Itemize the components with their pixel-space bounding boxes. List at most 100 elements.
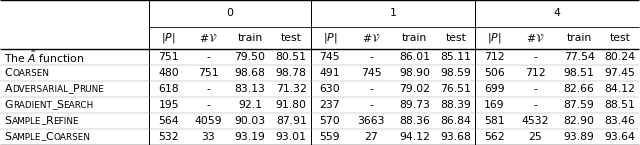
Text: RUNE: RUNE <box>79 85 104 94</box>
Text: 562: 562 <box>484 132 504 142</box>
Text: AMPLE: AMPLE <box>12 117 41 126</box>
Text: 169: 169 <box>484 100 504 110</box>
Text: R: R <box>45 116 53 126</box>
Text: -: - <box>206 84 210 94</box>
Text: _: _ <box>68 85 72 94</box>
Text: 82.66: 82.66 <box>564 84 595 94</box>
Text: 570: 570 <box>319 116 340 126</box>
Text: -: - <box>534 52 538 62</box>
Text: 88.39: 88.39 <box>440 100 471 110</box>
Text: train: train <box>237 33 262 43</box>
Text: 98.68: 98.68 <box>235 68 266 78</box>
Text: 751: 751 <box>198 68 218 78</box>
Text: 3663: 3663 <box>357 116 385 126</box>
Text: -: - <box>369 100 373 110</box>
Text: -: - <box>206 100 210 110</box>
Text: 82.90: 82.90 <box>564 116 595 126</box>
Text: 4532: 4532 <box>522 116 549 126</box>
Text: 506: 506 <box>484 68 505 78</box>
Text: 33: 33 <box>201 132 215 142</box>
Text: 745: 745 <box>360 68 381 78</box>
Text: 559: 559 <box>319 132 340 142</box>
Text: 77.54: 77.54 <box>564 52 595 62</box>
Text: -: - <box>534 84 538 94</box>
Text: -: - <box>369 84 373 94</box>
Text: 4: 4 <box>554 8 561 18</box>
Text: A: A <box>4 84 12 94</box>
Text: _: _ <box>52 101 56 110</box>
Text: 83.46: 83.46 <box>605 116 636 126</box>
Text: 480: 480 <box>158 68 179 78</box>
Text: 80.24: 80.24 <box>605 52 636 62</box>
Text: 90.03: 90.03 <box>234 116 266 126</box>
Text: 93.19: 93.19 <box>235 132 266 142</box>
Text: #$\mathcal{V}$: #$\mathcal{V}$ <box>199 32 218 44</box>
Text: 1: 1 <box>389 8 396 18</box>
Text: 87.91: 87.91 <box>276 116 307 126</box>
Text: 93.01: 93.01 <box>276 132 307 142</box>
Text: _: _ <box>41 117 45 126</box>
Text: 581: 581 <box>484 116 504 126</box>
Text: 88.51: 88.51 <box>605 100 636 110</box>
Text: -: - <box>369 52 373 62</box>
Text: $|P|$: $|P|$ <box>161 31 176 45</box>
Text: -: - <box>534 100 538 110</box>
Text: 491: 491 <box>319 68 340 78</box>
Text: 195: 195 <box>158 100 179 110</box>
Text: 712: 712 <box>484 52 504 62</box>
Text: 86.01: 86.01 <box>399 52 430 62</box>
Text: OARSEN: OARSEN <box>12 69 49 78</box>
Text: $|P|$: $|P|$ <box>487 31 502 45</box>
Text: -: - <box>206 52 210 62</box>
Text: 93.68: 93.68 <box>440 132 471 142</box>
Text: RADIENT: RADIENT <box>13 101 52 110</box>
Text: 630: 630 <box>319 84 340 94</box>
Text: train: train <box>402 33 427 43</box>
Text: 745: 745 <box>319 52 340 62</box>
Text: _: _ <box>41 133 45 142</box>
Text: EFINE: EFINE <box>53 117 79 126</box>
Text: 712: 712 <box>525 68 546 78</box>
Text: test: test <box>610 33 630 43</box>
Text: 237: 237 <box>319 100 340 110</box>
Text: 91.80: 91.80 <box>276 100 307 110</box>
Text: DVERSARIAL: DVERSARIAL <box>12 85 68 94</box>
Text: 94.12: 94.12 <box>399 132 430 142</box>
Text: 88.36: 88.36 <box>399 116 430 126</box>
Text: #$\mathcal{V}$: #$\mathcal{V}$ <box>526 32 545 44</box>
Text: 618: 618 <box>158 84 179 94</box>
Text: 85.11: 85.11 <box>440 52 471 62</box>
Text: 92.1: 92.1 <box>238 100 262 110</box>
Text: 71.32: 71.32 <box>276 84 307 94</box>
Text: The $\tilde{A}$ function: The $\tilde{A}$ function <box>4 50 84 65</box>
Text: 86.84: 86.84 <box>440 116 471 126</box>
Text: 98.78: 98.78 <box>276 68 307 78</box>
Text: S: S <box>56 100 63 110</box>
Text: 98.59: 98.59 <box>440 68 471 78</box>
Text: 80.51: 80.51 <box>276 52 307 62</box>
Text: 751: 751 <box>158 52 179 62</box>
Text: 4059: 4059 <box>195 116 222 126</box>
Text: 564: 564 <box>158 116 179 126</box>
Text: 97.45: 97.45 <box>605 68 636 78</box>
Text: 27: 27 <box>364 132 378 142</box>
Text: 87.59: 87.59 <box>564 100 595 110</box>
Text: 93.89: 93.89 <box>564 132 595 142</box>
Text: train: train <box>566 33 591 43</box>
Text: S: S <box>4 116 12 126</box>
Text: C: C <box>45 132 53 142</box>
Text: 532: 532 <box>158 132 179 142</box>
Text: 76.51: 76.51 <box>440 84 471 94</box>
Text: 79.50: 79.50 <box>235 52 266 62</box>
Text: P: P <box>72 84 79 94</box>
Text: 98.90: 98.90 <box>399 68 430 78</box>
Text: 79.02: 79.02 <box>399 84 430 94</box>
Text: $|P|$: $|P|$ <box>323 31 337 45</box>
Text: #$\mathcal{V}$: #$\mathcal{V}$ <box>362 32 380 44</box>
Text: 0: 0 <box>227 8 234 18</box>
Text: C: C <box>4 68 12 78</box>
Text: OARSEN: OARSEN <box>53 133 90 142</box>
Text: test: test <box>281 33 301 43</box>
Text: AMPLE: AMPLE <box>12 133 41 142</box>
Text: 699: 699 <box>484 84 504 94</box>
